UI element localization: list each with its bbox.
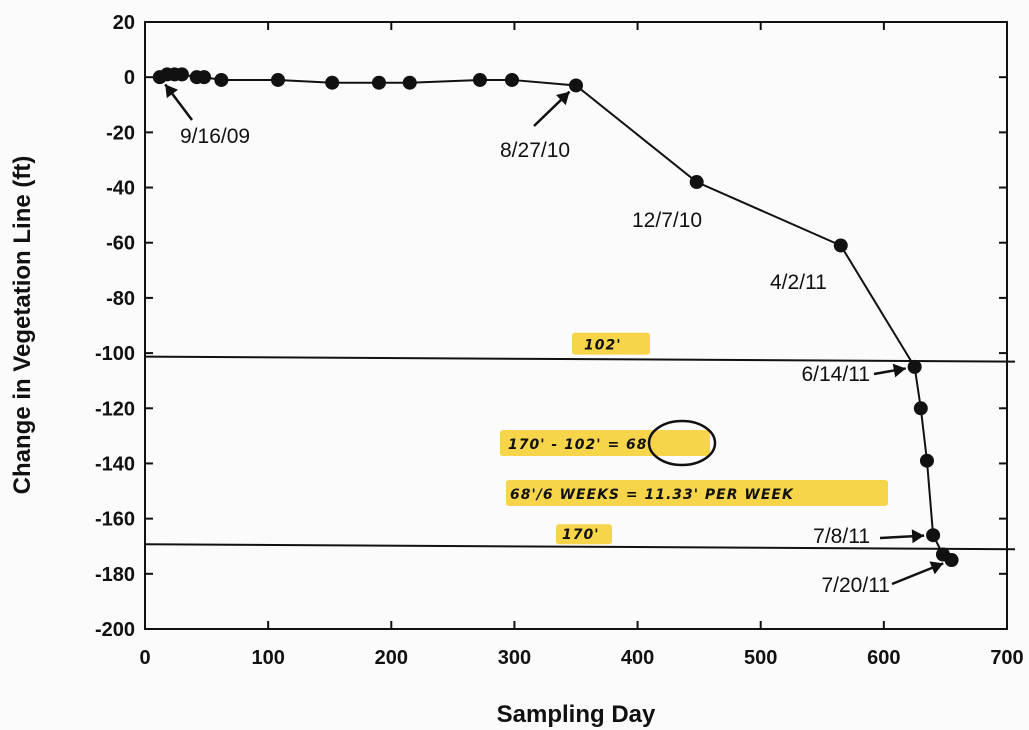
- tick-marks-group: [144, 21, 1008, 630]
- data-point: [197, 70, 212, 85]
- reference-lines-group: [144, 355, 1016, 551]
- data-point: [569, 78, 583, 93]
- y-tick-label: 0: [124, 67, 135, 89]
- highlight-170: [556, 524, 612, 545]
- highlight-102: [572, 332, 650, 355]
- data-point: [919, 453, 934, 468]
- date-annotation: 12/7/10: [632, 209, 702, 232]
- y-tick-label: -20: [106, 122, 135, 144]
- tick-labels-group: 0 100 200 300 400 500 600 700200-20-40-60-80-10…: [95, 12, 1024, 669]
- data-points-group: [152, 67, 959, 568]
- data-point: [214, 72, 229, 87]
- x-tick-label: 0: [139, 647, 150, 669]
- reference-line: [144, 355, 1016, 363]
- date-annotation: 6/14/11: [801, 363, 870, 386]
- y-tick-label: -60: [106, 233, 135, 255]
- date-annotation: 9/16/09: [180, 125, 250, 148]
- handwritten-note-2: 68'/6 WEEKS = 11.33' PER WEEK: [510, 487, 794, 503]
- data-point: [325, 75, 340, 90]
- data-point: [689, 175, 704, 190]
- highlighter-marks-group: 102' 170' 170' - 102' = 68' 68'/6 WEEKS = 1…: [500, 332, 888, 545]
- x-tick-label: 500: [744, 647, 777, 669]
- y-tick-label: 20: [113, 12, 135, 34]
- x-tick-label: 400: [621, 647, 654, 669]
- highlight-note-2: [506, 480, 888, 506]
- y-tick-label: -200: [95, 619, 135, 641]
- circled-result: [647, 419, 717, 467]
- data-point: [504, 72, 519, 87]
- arrow-6-14-11-head: [892, 363, 906, 378]
- arrow-7-20-11-head: [929, 561, 944, 575]
- handwritten-note-1: 170' - 102' = 68': [508, 437, 653, 453]
- y-tick-label: -120: [95, 398, 135, 420]
- x-tick-label: 100: [251, 647, 284, 669]
- date-annotation: 8/27/10: [500, 139, 570, 162]
- x-tick-label: 600: [867, 647, 900, 669]
- reference-label-102: 102': [584, 338, 622, 354]
- x-tick-label: 300: [498, 647, 531, 669]
- date-annotation: 4/2/11: [770, 271, 827, 294]
- data-point: [402, 75, 417, 90]
- highlight-note-1: [500, 430, 710, 456]
- plot-frame: [144, 21, 1008, 630]
- arrow-7-8-11-head: [911, 529, 925, 544]
- data-point: [174, 67, 189, 82]
- arrow-8-27-10-head: [556, 91, 570, 106]
- y-tick-label: -180: [95, 564, 135, 586]
- data-point: [472, 72, 487, 87]
- data-point: [926, 528, 941, 543]
- data-point: [913, 401, 928, 416]
- y-tick-label: -40: [106, 178, 135, 200]
- x-tick-label: 700: [990, 647, 1023, 669]
- reference-line: [144, 543, 1016, 551]
- x-tick-label: 200: [375, 647, 408, 669]
- date-annotations-group: 9/16/09 8/27/10 12/7/10 4/2/11 6/14/11 7/8/11…: [164, 83, 944, 597]
- date-annotation: 7/8/11: [813, 525, 870, 548]
- y-axis-label: Change in Vegetation Line (ft): [9, 156, 36, 495]
- data-point: [833, 238, 848, 253]
- reference-label-170: 170': [562, 527, 600, 543]
- y-tick-label: -100: [95, 343, 135, 365]
- y-tick-label: -160: [95, 509, 135, 531]
- data-point: [944, 553, 959, 568]
- data-point: [907, 359, 922, 374]
- x-axis-label: Sampling Day: [497, 701, 656, 728]
- data-point: [270, 72, 285, 87]
- date-annotation: 7/20/11: [821, 574, 890, 597]
- y-tick-label: -80: [106, 288, 135, 310]
- data-point: [371, 75, 386, 90]
- y-tick-label: -140: [95, 453, 135, 475]
- arrow-9-16-09-head: [165, 84, 178, 99]
